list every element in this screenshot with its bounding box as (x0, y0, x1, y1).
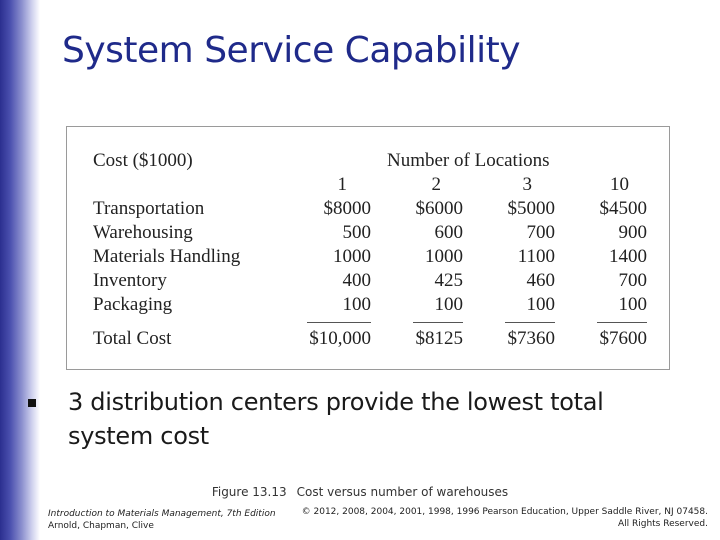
row-label-inventory: Inventory (93, 270, 167, 291)
total-rule (597, 322, 647, 323)
row-label-packaging: Packaging (93, 294, 173, 315)
total-rule (307, 322, 371, 323)
table-cell: $4500 (599, 198, 648, 219)
footer-book-info: Introduction to Materials Management, 7t… (48, 508, 276, 532)
column-header-3: 3 (522, 174, 533, 195)
rights-text: All Rights Reserved. (617, 519, 708, 529)
table-cell: 500 (342, 222, 372, 243)
table-cell: 100 (434, 294, 464, 315)
table-cell: $7600 (599, 328, 648, 349)
footer-copyright: © 2012, 2008, 2004, 2001, 1998, 1996 Pea… (302, 506, 708, 530)
table-cell: 460 (526, 270, 556, 291)
row-label-transportation: Transportation (93, 198, 205, 219)
bullet-marker (28, 399, 36, 407)
table-cell: 1000 (333, 246, 371, 267)
book-authors: Arnold, Chapman, Clive (48, 521, 154, 531)
locations-header: Number of Locations (387, 150, 550, 171)
table-cell: 700 (526, 222, 556, 243)
table-cell: $6000 (415, 198, 464, 219)
book-title: Introduction to Materials Management, 7t… (48, 509, 276, 519)
cost-table-figure: Cost ($1000) Number of Locations 1 2 3 1… (66, 126, 670, 370)
table-cell: $7360 (507, 328, 556, 349)
table-cell: $8000 (323, 198, 372, 219)
slide-title: System Service Capability (62, 30, 521, 71)
column-header-1: 1 (337, 174, 348, 195)
total-rule (413, 322, 463, 323)
table-cell: $5000 (507, 198, 556, 219)
cost-table: Cost ($1000) Number of Locations 1 2 3 1… (67, 127, 669, 369)
table-cell: 700 (618, 270, 648, 291)
figure-caption: Figure 13.13 Cost versus number of wareho… (0, 485, 720, 499)
table-cell: $10,000 (309, 328, 371, 349)
table-cell: 600 (434, 222, 464, 243)
row-label-warehousing: Warehousing (93, 222, 193, 243)
column-header-10: 10 (610, 174, 629, 195)
table-cell: 1400 (609, 246, 647, 267)
table-cell: $8125 (415, 328, 464, 349)
table-cell: 400 (342, 270, 372, 291)
side-gradient-bar (0, 0, 40, 540)
table-cell: 100 (618, 294, 648, 315)
cost-header: Cost ($1000) (93, 150, 193, 171)
table-cell: 425 (434, 270, 464, 291)
bullet-text: 3 distribution centers provide the lowes… (68, 388, 604, 450)
table-cell: 900 (618, 222, 648, 243)
row-label-materials-handling: Materials Handling (93, 246, 241, 267)
table-cell: 1000 (425, 246, 463, 267)
copyright-text: © 2012, 2008, 2004, 2001, 1998, 1996 Pea… (301, 507, 708, 517)
table-cell: 1100 (517, 246, 555, 267)
table-cell: 100 (526, 294, 556, 315)
total-rule (505, 322, 555, 323)
figure-caption-text: Cost versus number of warehouses (296, 485, 509, 499)
column-header-2: 2 (431, 174, 442, 195)
figure-number: Figure 13.13 (211, 485, 287, 499)
table-cell: 100 (342, 294, 372, 315)
row-label-total-cost: Total Cost (93, 328, 172, 349)
